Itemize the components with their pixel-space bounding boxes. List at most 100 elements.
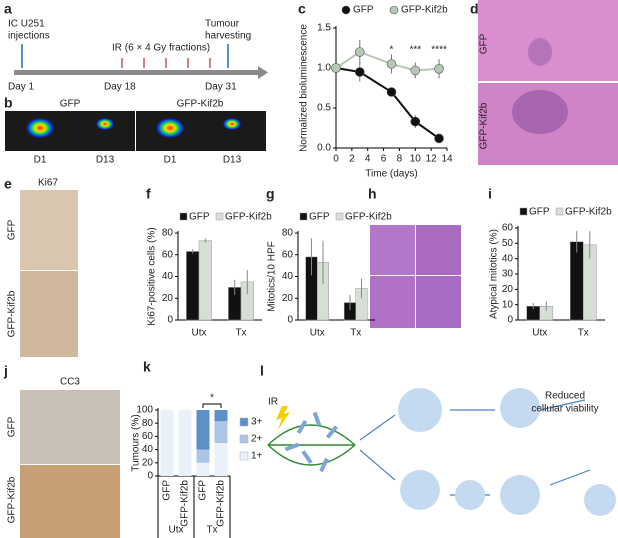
image [370, 225, 415, 275]
timeline-bar [14, 70, 260, 75]
panel-letter: i [488, 186, 492, 202]
panel-d: d GFP GFP-Kif2b [470, 0, 618, 165]
outcome-label: Reduced [545, 391, 585, 402]
row-label: GFP [7, 416, 18, 437]
y-tick-label: 0 [167, 315, 173, 326]
legend-label: GFP-Kif2b [345, 212, 392, 223]
panel-letter: j [3, 363, 8, 379]
timepoint: D1 [164, 155, 177, 166]
timeline-label: Day 1 [8, 82, 35, 93]
image [478, 0, 618, 81]
image [370, 276, 415, 328]
y-tick-label: 80 [142, 418, 154, 429]
group-label: Utx [169, 525, 184, 536]
cells [398, 388, 616, 516]
stimulus-label: IR [268, 397, 278, 408]
stain-label: CC3 [60, 377, 80, 388]
timeline-label: IC U251 [8, 19, 45, 30]
y-tick-label: 80 [282, 228, 294, 239]
y-axis-label: Tumours (%) [131, 414, 142, 471]
annotation: * [210, 393, 214, 404]
bar [569, 241, 584, 321]
y-tick-label: 20 [502, 284, 514, 295]
x-tick-label: Utx [310, 328, 325, 339]
marker [410, 116, 421, 127]
group-label: GFP [60, 99, 81, 110]
legend-swatch [215, 212, 224, 221]
panel-letter: l [260, 363, 264, 379]
x-tick-label: 14 [441, 154, 453, 165]
image [136, 111, 266, 151]
row-label: GFP [479, 33, 490, 54]
annotation: * [390, 45, 394, 56]
bar-segment [214, 421, 228, 443]
y-tick-label: 20 [162, 293, 174, 304]
panel-letter: b [4, 95, 13, 111]
tumour [528, 38, 552, 66]
row-label: GFP-Kif2b [7, 290, 18, 337]
y-tick-label: 80 [162, 228, 174, 239]
panel-e: e Ki67 GFP GFP-Kif2b [4, 176, 78, 357]
legend-label: GFP [189, 212, 210, 223]
signal [26, 118, 54, 138]
row-label: GFP-Kif2b [7, 476, 18, 523]
x-tick-label: 4 [365, 154, 371, 165]
marker [434, 133, 444, 144]
timeline-arrowhead [258, 66, 268, 79]
image [20, 271, 78, 357]
bar-segment [196, 449, 210, 463]
timeline-label: Day 18 [104, 82, 136, 93]
legend-swatch [299, 212, 308, 221]
y-axis-label: Atypical mitotics (%) [489, 229, 500, 319]
bar-segment [178, 410, 192, 476]
marker [410, 65, 421, 76]
timeline-label: IR (6 × 4 Gy fractions) [112, 43, 210, 54]
bar-segment [196, 462, 210, 476]
x-tick-label: 0 [333, 154, 339, 165]
bar-segment [214, 443, 228, 476]
panel-letter: d [470, 1, 479, 17]
bar-segment [214, 410, 228, 422]
legend-swatch [239, 417, 249, 427]
signal [156, 118, 184, 138]
y-tick-label: 0 [147, 471, 153, 482]
timeline-label: Day 31 [205, 82, 237, 93]
marker [434, 64, 444, 74]
bar [198, 240, 212, 321]
timepoint: D1 [34, 155, 47, 166]
bar-segment [160, 410, 174, 476]
x-tick-label: 6 [381, 154, 387, 165]
y-tick-label: 50 [502, 238, 514, 249]
panel-l: l IR Reduced cellular viability [260, 363, 616, 516]
signal [96, 118, 114, 130]
y-tick-label: 60 [502, 223, 514, 234]
image [20, 390, 120, 464]
chromosomes [284, 411, 339, 473]
legend-swatch [179, 212, 188, 221]
x-axis-label: Time (days) [365, 169, 417, 180]
annotation: **** [431, 45, 447, 56]
x-tick-label: GFP [162, 480, 173, 501]
marker [331, 63, 341, 73]
timepoint: D13 [96, 155, 115, 166]
y-axis-label: Ki67-positive cells (%) [147, 227, 158, 325]
legend-marker [389, 5, 399, 15]
image [20, 465, 120, 538]
spindle [267, 424, 356, 466]
legend-label: GFP-Kif2b [401, 5, 448, 16]
panel-letter: h [368, 186, 377, 202]
legend-marker [341, 5, 351, 15]
legend-label: GFP-Kif2b [565, 207, 612, 218]
y-tick-label: 40 [282, 271, 294, 282]
series-line [335, 50, 440, 72]
y-tick-label: 60 [142, 431, 154, 442]
y-axis-label: Mitotics/10 HPF [267, 241, 278, 312]
y-tick-label: 40 [162, 271, 174, 282]
x-tick-label: 10 [410, 154, 422, 165]
x-tick-label: Tx [235, 328, 246, 339]
timeline-label: harvesting [205, 31, 251, 42]
panel-a: a IC U251 injections Tumour harvesting I… [4, 1, 268, 93]
panel-b: b GFP GFP-Kif2b D1 D13 D1 D13 [4, 95, 266, 166]
